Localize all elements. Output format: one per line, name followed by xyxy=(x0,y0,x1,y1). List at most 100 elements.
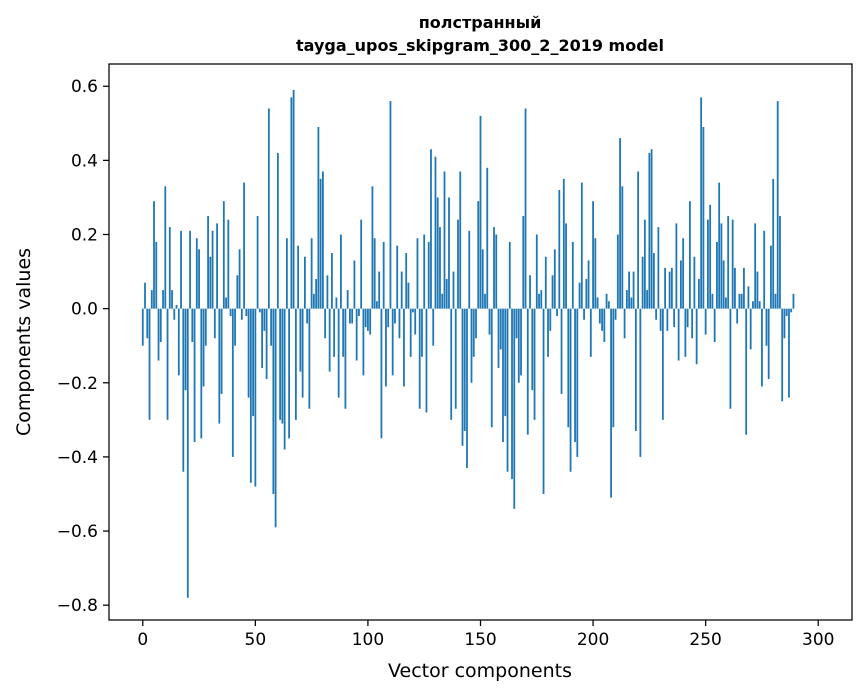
bar-155 xyxy=(490,308,493,428)
bar-189 xyxy=(567,308,570,428)
bar-48 xyxy=(249,308,252,483)
bar-280 xyxy=(772,178,775,309)
bar-259 xyxy=(725,297,727,309)
bar-9 xyxy=(162,290,164,309)
bar-250 xyxy=(704,308,707,335)
bar-143 xyxy=(463,308,466,431)
bar-13 xyxy=(171,290,173,309)
bar-96 xyxy=(358,308,360,317)
bar-2 xyxy=(146,308,149,339)
bar-161 xyxy=(504,308,507,417)
bar-206 xyxy=(605,293,608,309)
bar-68 xyxy=(294,308,297,420)
bar-86 xyxy=(335,297,338,309)
bar-100 xyxy=(367,308,369,331)
bar-71 xyxy=(301,308,304,398)
bar-75 xyxy=(310,238,313,309)
bar-110 xyxy=(389,101,392,309)
bar-80 xyxy=(321,171,324,309)
bar-274 xyxy=(758,301,761,309)
y-tick-label: 0.2 xyxy=(71,226,98,246)
bar-46 xyxy=(245,308,248,317)
bar-233 xyxy=(666,308,669,331)
bar-74 xyxy=(308,308,311,409)
bar-113 xyxy=(396,245,399,309)
bar-215 xyxy=(625,290,628,309)
bar-248 xyxy=(700,97,703,309)
bar-66 xyxy=(290,97,293,309)
bar-122 xyxy=(416,238,419,309)
bar-257 xyxy=(720,223,723,309)
bar-247 xyxy=(698,278,700,309)
bar-1 xyxy=(144,282,146,309)
bar-139 xyxy=(454,308,457,409)
bar-261 xyxy=(729,308,732,409)
bar-127 xyxy=(427,241,430,309)
bar-76 xyxy=(312,293,315,309)
bar-218 xyxy=(632,271,635,309)
bar-123 xyxy=(418,308,421,409)
bar-277 xyxy=(765,308,768,346)
bar-30 xyxy=(209,256,212,309)
bar-53 xyxy=(261,308,263,368)
bar-118 xyxy=(407,282,410,309)
bar-137 xyxy=(450,308,453,420)
bar-5 xyxy=(153,201,155,309)
bar-282 xyxy=(776,101,779,309)
x-tick-label: 150 xyxy=(464,630,496,650)
bar-264 xyxy=(736,308,739,324)
x-tick-label: 300 xyxy=(802,630,834,650)
bar-102 xyxy=(371,186,374,309)
bar-149 xyxy=(477,201,480,309)
bar-82 xyxy=(326,275,329,309)
bar-275 xyxy=(761,308,763,387)
bar-133 xyxy=(441,293,444,309)
bar-202 xyxy=(596,297,599,309)
bar-174 xyxy=(533,308,536,420)
bar-73 xyxy=(306,308,309,324)
bar-37 xyxy=(225,297,227,309)
bar-91 xyxy=(346,290,349,309)
bar-141 xyxy=(459,171,462,309)
bar-17 xyxy=(180,230,182,309)
chart-title-line-1: полстранный xyxy=(419,13,542,32)
bar-180 xyxy=(547,308,549,357)
bar-116 xyxy=(403,308,405,387)
bar-153 xyxy=(486,167,489,309)
bar-173 xyxy=(531,308,534,391)
bar-60 xyxy=(276,152,279,309)
bar-183 xyxy=(553,249,556,309)
bar-125 xyxy=(423,234,426,309)
bar-230 xyxy=(659,308,662,331)
y-axis-ticks: −0.8 −0.6 −0.4 −0.2 0.0 0.2 0.4 0.6 xyxy=(57,77,109,616)
chart-title-line-2: tayga_upos_skipgram_300_2_2019 model xyxy=(296,36,664,55)
bar-126 xyxy=(425,308,428,413)
bar-119 xyxy=(409,308,412,357)
bars-group xyxy=(141,89,795,598)
bar-93 xyxy=(351,308,354,324)
bar-167 xyxy=(517,308,520,383)
bar-114 xyxy=(398,308,401,339)
bar-156 xyxy=(493,227,495,309)
x-tick-label: 200 xyxy=(577,630,609,650)
bar-288 xyxy=(790,308,793,313)
bar-217 xyxy=(630,297,633,309)
bar-47 xyxy=(247,308,250,398)
bar-130 xyxy=(434,156,437,309)
bar-166 xyxy=(515,308,518,339)
bar-84 xyxy=(331,253,333,309)
bar-160 xyxy=(502,308,504,443)
bar-129 xyxy=(432,308,435,346)
bar-3 xyxy=(148,308,151,420)
bar-239 xyxy=(679,260,682,309)
bar-263 xyxy=(734,267,736,309)
bar-88 xyxy=(340,234,342,309)
bar-150 xyxy=(479,115,482,309)
bar-94 xyxy=(353,260,356,309)
bar-90 xyxy=(344,308,347,409)
bar-103 xyxy=(373,238,376,309)
bar-258 xyxy=(722,260,725,309)
bar-65 xyxy=(288,308,291,439)
bar-63 xyxy=(283,308,286,450)
bar-253 xyxy=(711,293,714,309)
